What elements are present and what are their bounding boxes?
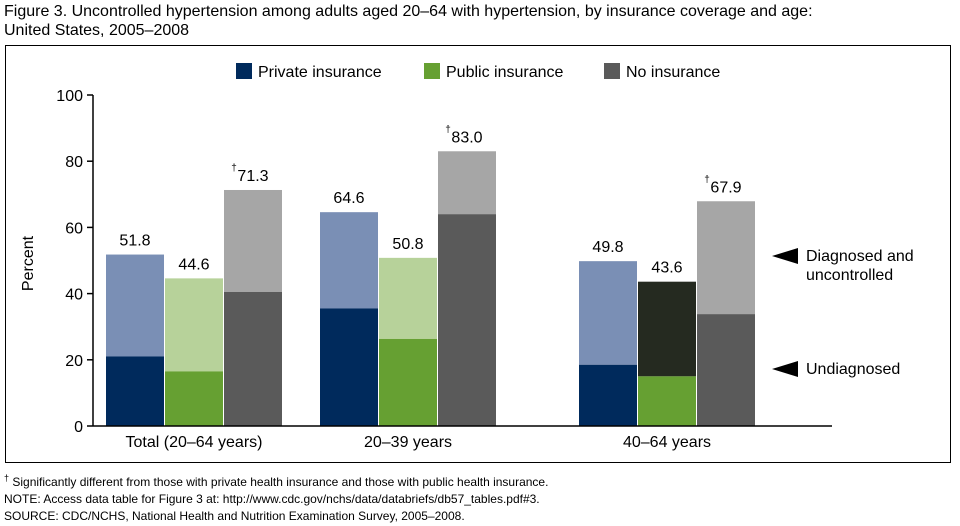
- dagger-mark-40-64-years: †: [704, 174, 710, 185]
- y-tick-label-20: 20: [65, 353, 83, 370]
- y-tick-label-0: 0: [74, 419, 83, 436]
- bar-public-insurance-40-64-years-undiagnosed: [638, 376, 696, 426]
- bar-private-insurance-20-39-years-diagnosed-uncontrolled: [320, 212, 378, 309]
- legend-swatch-no-insurance: [604, 63, 620, 79]
- value-label-private-insurance-40-64-years: 49.8: [592, 239, 623, 256]
- y-axis: 0 20 40 60 80 100 Percent: [20, 88, 94, 436]
- footnote-significance: † Significantly different from those wit…: [4, 474, 548, 491]
- x-category-label-total-20-64-years: Total (20–64 years): [126, 434, 263, 451]
- arrow-undiagnosed-icon: [772, 361, 798, 377]
- value-label-no-insurance-20-39-years: 83.0: [451, 129, 482, 146]
- x-category-label-40-64-years: 40–64 years: [623, 434, 711, 451]
- y-axis-label: Percent: [20, 235, 37, 291]
- bar-no-insurance-20-39-years-undiagnosed: [438, 214, 496, 426]
- dagger-mark-20-39-years: †: [445, 124, 451, 135]
- annotation-undiagnosed: Undiagnosed: [806, 361, 900, 378]
- chart-frame: [5, 45, 951, 463]
- bar-public-insurance-total-20-64-years-diagnosed-uncontrolled: [165, 278, 223, 372]
- value-label-public-insurance-20-39-years: 50.8: [392, 236, 423, 253]
- value-label-no-insurance-total-20-64-years: 71.3: [237, 168, 268, 185]
- figure-title: Figure 3. Uncontrolled hypertension amon…: [4, 2, 813, 40]
- bar-private-insurance-total-20-64-years-diagnosed-uncontrolled: [106, 254, 164, 357]
- bar-public-insurance-20-39-years-undiagnosed: [379, 338, 437, 426]
- bar-private-insurance-40-64-years-diagnosed-uncontrolled: [579, 261, 637, 365]
- y-tick-label-60: 60: [65, 220, 83, 237]
- legend-swatch-private-insurance: [236, 63, 252, 79]
- bar-no-insurance-20-39-years-diagnosed-uncontrolled: [438, 151, 496, 215]
- figure-title-line1: Figure 3. Uncontrolled hypertension amon…: [4, 3, 813, 20]
- bar-public-insurance-total-20-64-years-undiagnosed: [165, 371, 223, 426]
- bars-group: 51.844.671.3†64.650.883.0†49.843.667.9†: [106, 124, 755, 426]
- figure-title-line2: United States, 2005–2008: [4, 22, 190, 39]
- source-line: SOURCE: CDC/NCHS, National Health and Nu…: [4, 509, 465, 523]
- annotation-diagnosed-line2: uncontrolled: [806, 267, 893, 284]
- x-axis: Total (20–64 years) 20–39 years 40–64 year…: [93, 425, 832, 451]
- legend-swatch-public-insurance: [424, 63, 440, 79]
- chart-legend: Private insurance Public insurance No insu…: [236, 63, 720, 81]
- legend-label-public-insurance: Public insurance: [446, 64, 564, 81]
- bar-private-insurance-20-39-years-undiagnosed: [320, 308, 378, 426]
- value-label-no-insurance-40-64-years: 67.9: [710, 179, 741, 196]
- legend-label-private-insurance: Private insurance: [258, 64, 382, 81]
- dagger-mark: †: [4, 473, 10, 483]
- bar-no-insurance-40-64-years-diagnosed-uncontrolled: [697, 201, 755, 315]
- value-label-private-insurance-total-20-64-years: 51.8: [119, 233, 150, 250]
- x-category-label-20-39-years: 20–39 years: [364, 434, 452, 451]
- y-tick-label-40: 40: [65, 287, 83, 304]
- annotation-diagnosed-line1: Diagnosed and: [806, 248, 914, 265]
- bar-private-insurance-total-20-64-years-undiagnosed: [106, 356, 164, 426]
- bar-no-insurance-total-20-64-years-diagnosed-uncontrolled: [224, 189, 282, 292]
- footnotes: † Significantly different from those wit…: [4, 474, 548, 525]
- bar-public-insurance-20-39-years-diagnosed-uncontrolled: [379, 257, 437, 339]
- arrow-diagnosed-icon: [772, 248, 798, 264]
- value-label-public-insurance-total-20-64-years: 44.6: [178, 256, 209, 273]
- annotations: Diagnosed and uncontrolled Undiagnosed: [772, 248, 914, 378]
- dagger-mark-total-20-64-years: †: [231, 163, 237, 174]
- value-label-public-insurance-40-64-years: 43.6: [651, 260, 682, 277]
- bar-private-insurance-40-64-years-undiagnosed: [579, 364, 637, 426]
- bar-public-insurance-40-64-years-diagnosed-uncontrolled: [638, 281, 696, 377]
- value-label-private-insurance-20-39-years: 64.6: [333, 190, 364, 207]
- footnote-significance-text: Significantly different from those with …: [9, 475, 549, 489]
- bar-no-insurance-40-64-years-undiagnosed: [697, 314, 755, 426]
- y-tick-label-100: 100: [56, 88, 83, 105]
- y-tick-label-80: 80: [65, 154, 83, 171]
- bar-no-insurance-total-20-64-years-undiagnosed: [224, 291, 282, 426]
- legend-label-no-insurance: No insurance: [626, 64, 720, 81]
- note-data-table: NOTE: Access data table for Figure 3 at:…: [4, 492, 540, 506]
